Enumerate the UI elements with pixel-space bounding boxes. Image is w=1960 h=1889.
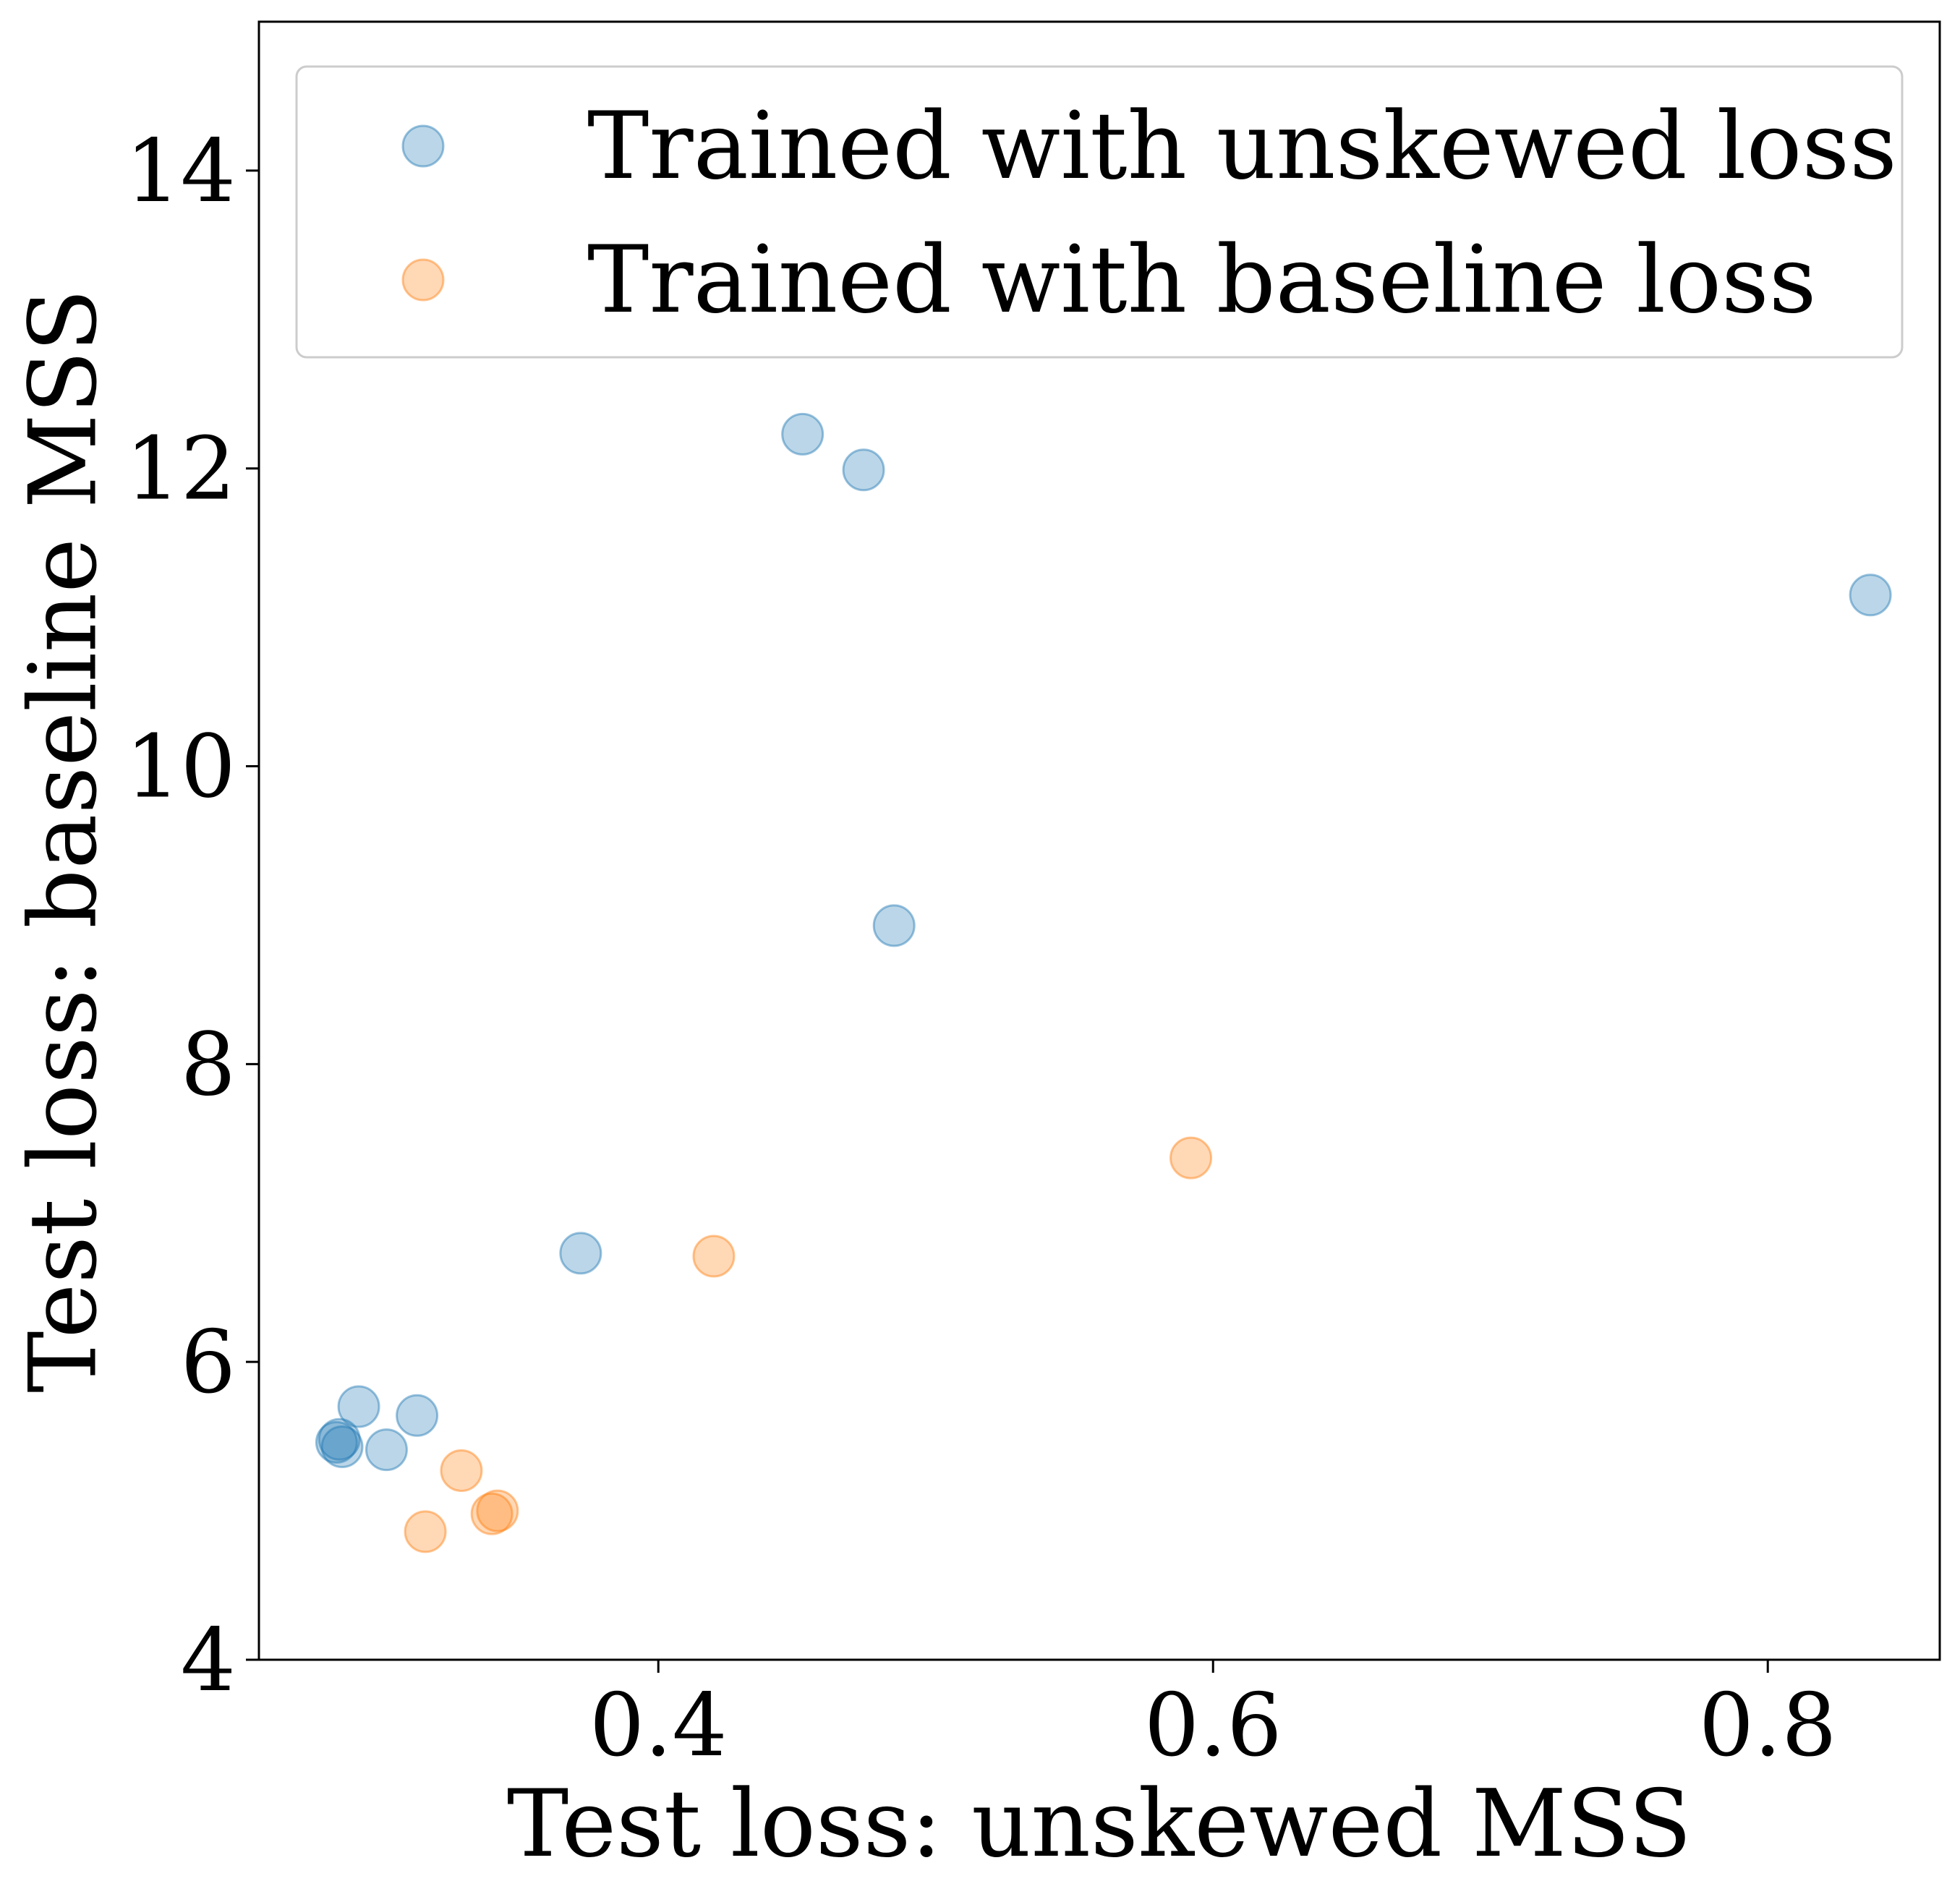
x-tick-label: 0.6 xyxy=(1144,1676,1282,1776)
legend-label-unskewed: Trained with unskewed loss xyxy=(587,93,1897,200)
legend: Trained with unskewed loss Trained with … xyxy=(295,65,1904,359)
point-unskewed xyxy=(396,1394,439,1437)
point-unskewed xyxy=(559,1232,602,1275)
y-tick-label: 6 xyxy=(181,1313,236,1413)
legend-marker-unskewed xyxy=(401,124,445,168)
point-baseline xyxy=(470,1492,514,1535)
point-unskewed xyxy=(1849,573,1892,617)
y-tick-label: 14 xyxy=(125,121,236,222)
legend-marker-baseline xyxy=(401,258,445,302)
point-unskewed xyxy=(365,1428,408,1472)
point-unskewed xyxy=(337,1385,380,1428)
point-unskewed xyxy=(318,1417,361,1461)
y-axis-title: Test loss: baseline MSS xyxy=(10,289,118,1393)
point-baseline xyxy=(440,1449,483,1492)
point-baseline xyxy=(692,1235,736,1278)
scatter-marks xyxy=(315,412,1892,1553)
point-baseline xyxy=(1169,1136,1213,1180)
y-tick-label: 8 xyxy=(181,1015,236,1115)
y-tick-label: 10 xyxy=(125,717,236,818)
y-tick-label: 4 xyxy=(181,1611,236,1711)
x-tick-label: 0.8 xyxy=(1699,1676,1837,1776)
point-baseline xyxy=(476,1489,519,1532)
point-unskewed xyxy=(842,448,885,492)
x-axis-ticks: 0.4 0.6 0.8 xyxy=(589,1660,1837,1776)
point-unskewed xyxy=(315,1420,358,1464)
x-tick-label: 0.4 xyxy=(589,1676,728,1776)
y-tick-label: 12 xyxy=(125,419,236,520)
x-axis-title: Test loss: unskewed MSS xyxy=(507,1770,1692,1878)
point-unskewed xyxy=(872,904,916,947)
legend-label-baseline: Trained with baseline loss xyxy=(587,226,1817,334)
plot-frame xyxy=(257,20,1941,1661)
y-axis-ticks: 4 6 8 10 12 14 xyxy=(125,121,259,1711)
legend-box xyxy=(295,65,1904,359)
point-baseline xyxy=(404,1510,447,1553)
point-unskewed xyxy=(320,1425,364,1469)
point-unskewed xyxy=(781,412,825,456)
